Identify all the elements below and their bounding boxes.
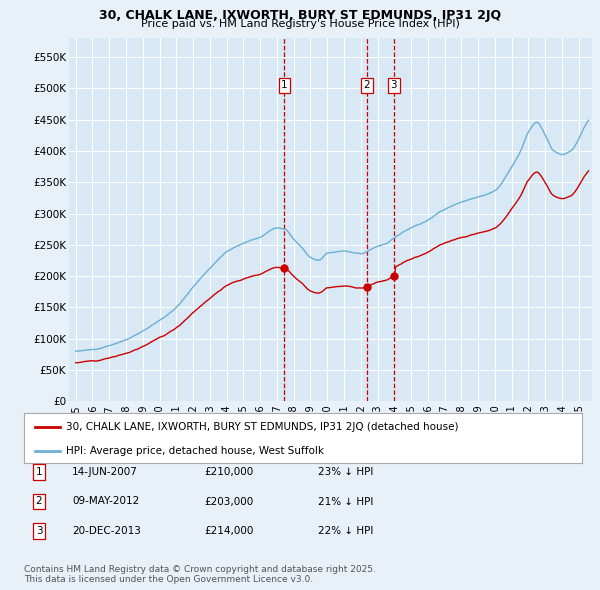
Text: 14-JUN-2007: 14-JUN-2007 [72, 467, 138, 477]
Text: 22% ↓ HPI: 22% ↓ HPI [318, 526, 373, 536]
Text: 30, CHALK LANE, IXWORTH, BURY ST EDMUNDS, IP31 2JQ (detached house): 30, CHALK LANE, IXWORTH, BURY ST EDMUNDS… [66, 421, 458, 431]
Text: 2: 2 [35, 497, 43, 506]
Text: HPI: Average price, detached house, West Suffolk: HPI: Average price, detached house, West… [66, 445, 324, 455]
Text: 30, CHALK LANE, IXWORTH, BURY ST EDMUNDS, IP31 2JQ: 30, CHALK LANE, IXWORTH, BURY ST EDMUNDS… [99, 9, 501, 22]
Text: £210,000: £210,000 [204, 467, 253, 477]
Text: 20-DEC-2013: 20-DEC-2013 [72, 526, 141, 536]
Text: Price paid vs. HM Land Registry's House Price Index (HPI): Price paid vs. HM Land Registry's House … [140, 19, 460, 30]
Text: £203,000: £203,000 [204, 497, 253, 506]
Text: 09-MAY-2012: 09-MAY-2012 [72, 497, 139, 506]
Text: 23% ↓ HPI: 23% ↓ HPI [318, 467, 373, 477]
Text: 3: 3 [391, 80, 397, 90]
Text: 2: 2 [364, 80, 370, 90]
Text: 1: 1 [281, 80, 288, 90]
Text: 3: 3 [35, 526, 43, 536]
Text: 21% ↓ HPI: 21% ↓ HPI [318, 497, 373, 506]
Text: Contains HM Land Registry data © Crown copyright and database right 2025.
This d: Contains HM Land Registry data © Crown c… [24, 565, 376, 584]
Text: £214,000: £214,000 [204, 526, 253, 536]
Text: 1: 1 [35, 467, 43, 477]
